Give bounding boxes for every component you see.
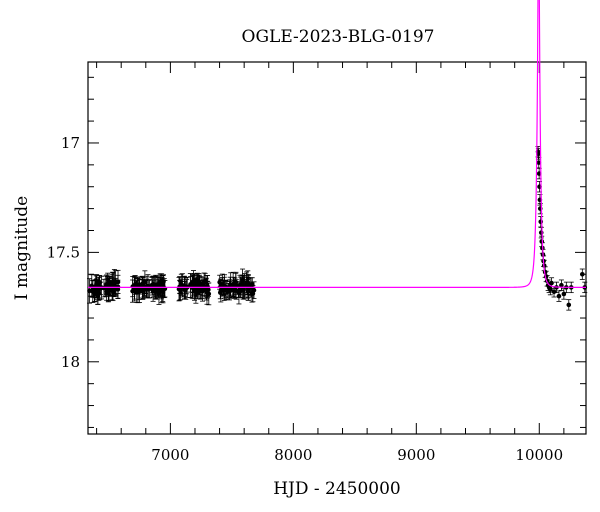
- x-tick-label: 9000: [397, 446, 435, 464]
- x-tick-label: 10000: [515, 446, 563, 464]
- model-curve: [88, 0, 586, 288]
- data-point: [251, 281, 257, 299]
- x-axis-label: HJD - 2450000: [273, 479, 401, 499]
- data-point: [245, 281, 251, 301]
- y-tick-label: 17.5: [47, 243, 80, 261]
- data-point: [130, 279, 136, 303]
- data-point: [105, 275, 111, 296]
- axis-ticks: [88, 62, 586, 434]
- data-point: [115, 279, 121, 299]
- data-point: [558, 279, 564, 291]
- plot-frame: [87, 61, 587, 435]
- y-axis-label: I magnitude: [12, 196, 32, 300]
- data-point: [538, 216, 544, 228]
- data-point: [566, 299, 572, 311]
- x-tick-label: 8000: [274, 446, 312, 464]
- data-point: [107, 276, 113, 292]
- data-point: [579, 268, 585, 280]
- y-tick-label: 18: [61, 353, 80, 371]
- chart-title: OGLE-2023-BLG-0197: [242, 27, 435, 47]
- data-point: [181, 276, 187, 300]
- y-tick-label: 17: [61, 134, 80, 152]
- data-point: [111, 269, 117, 295]
- data-point: [187, 273, 193, 298]
- data-point: [132, 275, 138, 295]
- data-point: [231, 283, 237, 298]
- data-point: [556, 290, 562, 302]
- data-point: [150, 279, 156, 302]
- data-points: [86, 146, 588, 311]
- x-tick-label: 7000: [151, 446, 189, 464]
- axis-tick-labels: 7000 8000 9000 10000 17 17.5 18: [47, 134, 564, 464]
